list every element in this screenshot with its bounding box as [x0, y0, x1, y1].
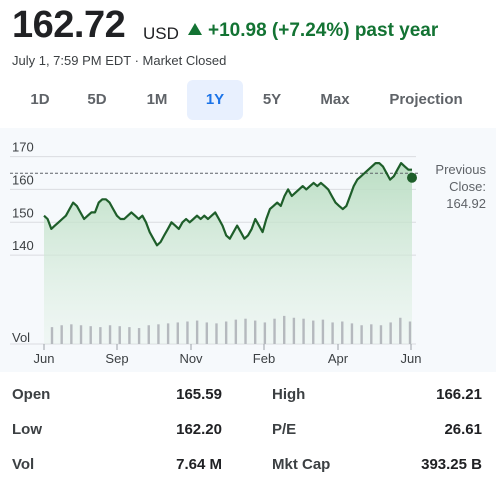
price-chart-svg: 170 160 150 140 Vol Jun Sep Nov Feb Apr Jun Previou…: [10, 140, 487, 366]
stat-value-pe: 26.61: [444, 421, 482, 438]
volume-bar: [215, 323, 218, 344]
previous-close-label: Close:: [449, 179, 486, 194]
current-price-dot: [407, 172, 417, 183]
volume-bar: [360, 325, 363, 344]
volume-bar: [195, 320, 199, 344]
volume-bar: [399, 317, 402, 344]
volume-bar: [186, 321, 189, 344]
volume-bar: [370, 324, 373, 344]
previous-close-label: Previous: [435, 162, 486, 177]
volume-bar: [253, 320, 257, 344]
volume-bar: [79, 325, 83, 344]
volume-bar: [234, 319, 238, 344]
volume-bar: [89, 326, 92, 344]
volume-bar: [205, 322, 209, 344]
volume-bar: [312, 320, 315, 344]
stat-row: Open 165.59 High 166.21: [12, 380, 484, 410]
quote-header: 162.72 USD +10.98 (+7.24%) past year: [12, 4, 492, 48]
volume-bar: [408, 321, 412, 344]
y-tick-label: 160: [12, 172, 34, 187]
stat-label-low: Low: [12, 421, 42, 438]
y-tick-label: 170: [12, 140, 34, 155]
stat-row: Vol 7.64 M Mkt Cap 393.25 B: [12, 450, 484, 480]
stat-value-mkt-cap: 393.25 B: [421, 456, 482, 473]
tab-1d[interactable]: 1D: [30, 91, 50, 108]
x-tick-label: Feb: [253, 351, 275, 366]
stat-label-mkt-cap: Mkt Cap: [272, 456, 331, 473]
volume-bar: [60, 325, 63, 344]
price-change: +10.98 (+7.24%) past year: [188, 20, 438, 42]
tab-1m[interactable]: 1M: [146, 91, 168, 108]
previous-close-value: 164.92: [446, 196, 486, 211]
volume-bar: [379, 325, 383, 344]
currency-code: USD: [143, 24, 179, 43]
stat-label-vol: Vol: [12, 456, 35, 473]
volume-bar: [341, 321, 344, 344]
volume-bar: [108, 325, 112, 344]
stat-label-pe: P/E: [272, 421, 297, 438]
tab-5y[interactable]: 5Y: [262, 91, 282, 108]
volume-bar: [350, 323, 354, 344]
price-line: [43, 162, 412, 247]
x-tick-label: Jun: [401, 351, 422, 366]
volume-bar: [166, 323, 170, 344]
volume-bar: [118, 326, 121, 344]
volume-bar: [331, 322, 334, 344]
volume-bar: [128, 327, 131, 344]
volume-bar: [302, 318, 305, 344]
y-tick-label: 150: [12, 205, 34, 220]
tab-projection[interactable]: Projection: [389, 91, 463, 108]
timeframe-tabs: 1D 5D 1M 1Y 5Y Max Projection: [0, 80, 496, 120]
volume-bar: [50, 327, 54, 344]
tab-1y[interactable]: 1Y: [187, 80, 243, 120]
volume-bar: [389, 322, 392, 344]
stat-value-high: 166.21: [436, 386, 482, 403]
key-stats: Open 165.59 High 166.21 Low 162.20 P/E 2…: [12, 380, 484, 480]
price-change-period: past year: [354, 20, 439, 41]
volume-bar: [224, 321, 228, 344]
volume-bar: [283, 315, 286, 344]
volume-bar: [70, 324, 73, 344]
tab-5d[interactable]: 5D: [87, 91, 107, 108]
stat-row: Low 162.20 P/E 26.61: [12, 415, 484, 445]
price-chart[interactable]: 170 160 150 140 Vol Jun Sep Nov Feb Apr Jun Previou…: [0, 128, 496, 372]
volume-bar: [176, 322, 179, 344]
price-area: [44, 163, 412, 344]
volume-bar: [157, 324, 160, 344]
volume-bar: [273, 318, 276, 344]
volume-bar: [99, 327, 102, 344]
up-arrow-icon: [188, 23, 202, 35]
price-change-value: +10.98 (+7.24%): [208, 20, 350, 41]
market-timestamp: July 1, 7:59 PM EDT · Market Closed: [12, 53, 227, 68]
x-tick-label: Sep: [105, 351, 128, 366]
volume-bar: [292, 317, 296, 344]
stat-label-open: Open: [12, 386, 51, 403]
stat-value-open: 165.59: [176, 386, 222, 403]
tab-max[interactable]: Max: [320, 91, 350, 108]
volume-bar: [147, 325, 150, 344]
volume-bar: [263, 322, 267, 344]
current-price: 162.72: [12, 4, 126, 46]
stat-value-vol: 7.64 M: [176, 456, 222, 473]
volume-label: Vol: [12, 330, 30, 345]
stat-value-low: 162.20: [176, 421, 222, 438]
y-tick-label: 140: [12, 238, 34, 253]
stat-label-high: High: [272, 386, 306, 403]
volume-bar: [244, 318, 247, 344]
x-tick-label: Nov: [179, 351, 203, 366]
volume-bar: [321, 319, 325, 344]
x-tick-label: Apr: [328, 351, 349, 366]
volume-bar: [137, 328, 141, 344]
x-tick-label: Jun: [34, 351, 55, 366]
